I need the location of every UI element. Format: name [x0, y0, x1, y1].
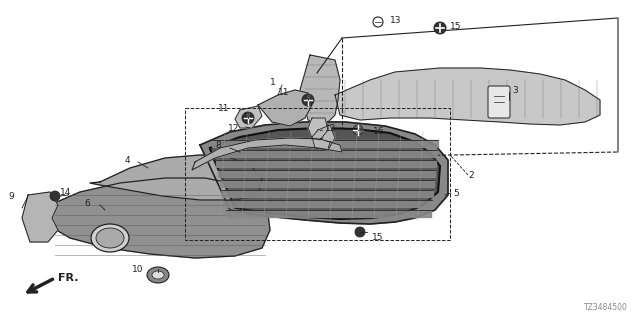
Text: 6: 6	[84, 198, 90, 207]
Text: 14: 14	[60, 188, 72, 196]
Polygon shape	[200, 122, 448, 224]
Circle shape	[434, 22, 446, 34]
Ellipse shape	[91, 224, 129, 252]
Polygon shape	[308, 118, 328, 140]
Text: 7: 7	[325, 140, 331, 149]
Polygon shape	[216, 160, 436, 167]
Text: 11: 11	[278, 87, 289, 97]
Text: 12: 12	[325, 124, 337, 132]
Polygon shape	[222, 190, 433, 197]
Polygon shape	[192, 138, 342, 170]
Ellipse shape	[147, 267, 169, 283]
Text: 2: 2	[468, 171, 474, 180]
Circle shape	[355, 227, 365, 237]
Circle shape	[353, 125, 363, 135]
Text: 12: 12	[228, 124, 239, 132]
Text: TZ3484500: TZ3484500	[584, 303, 628, 312]
Polygon shape	[235, 106, 262, 128]
Text: 1: 1	[270, 77, 276, 86]
Circle shape	[242, 112, 254, 124]
Polygon shape	[212, 140, 438, 147]
Text: 5: 5	[453, 188, 459, 197]
Text: 4: 4	[125, 156, 131, 164]
Text: 11: 11	[218, 103, 230, 113]
Circle shape	[50, 191, 60, 201]
Polygon shape	[48, 178, 270, 258]
Polygon shape	[220, 180, 434, 187]
Text: 15: 15	[372, 233, 383, 242]
Polygon shape	[218, 170, 435, 177]
Text: 9: 9	[8, 191, 13, 201]
Text: 10: 10	[132, 266, 143, 275]
Polygon shape	[258, 90, 312, 126]
Polygon shape	[300, 55, 340, 125]
Polygon shape	[335, 68, 600, 125]
Ellipse shape	[96, 228, 124, 248]
Polygon shape	[226, 210, 431, 217]
Text: 8: 8	[215, 140, 221, 149]
Text: 15: 15	[450, 21, 461, 30]
FancyBboxPatch shape	[488, 86, 510, 118]
Ellipse shape	[152, 271, 164, 279]
Text: FR.: FR.	[58, 273, 79, 283]
Polygon shape	[224, 200, 432, 207]
Polygon shape	[210, 128, 440, 219]
Polygon shape	[312, 125, 335, 150]
Text: 13: 13	[390, 15, 401, 25]
Polygon shape	[90, 155, 262, 200]
Polygon shape	[214, 150, 437, 157]
Text: 3: 3	[512, 85, 518, 94]
Text: 16: 16	[373, 126, 385, 135]
Polygon shape	[22, 192, 58, 242]
Circle shape	[302, 94, 314, 106]
